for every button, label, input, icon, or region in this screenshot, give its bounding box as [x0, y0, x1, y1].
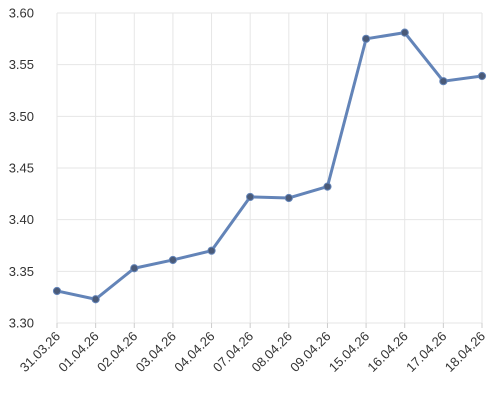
y-tick-label: 3.30 — [9, 316, 34, 331]
data-point[interactable] — [91, 295, 100, 304]
x-tick-label: 01.04.26 — [55, 329, 101, 375]
y-tick-label: 3.50 — [9, 109, 34, 124]
y-tick-label: 3.45 — [9, 161, 34, 176]
series-line — [55, 31, 484, 301]
y-tick-label: 3.35 — [9, 264, 34, 279]
data-point[interactable] — [439, 77, 448, 86]
data-point[interactable] — [361, 34, 371, 43]
data-point[interactable] — [477, 71, 487, 81]
x-tick-label: 16.04.26 — [364, 329, 410, 375]
x-tick-label: 15.04.26 — [326, 329, 372, 375]
data-point[interactable] — [246, 192, 255, 202]
x-tick-label: 17.04.26 — [403, 329, 449, 375]
x-tick-label: 08.04.26 — [249, 329, 295, 375]
y-tick-label: 3.40 — [9, 212, 34, 227]
x-tick-label: 18.04.26 — [442, 329, 488, 375]
y-axis-ticks: 3.30 3.35 3.40 3.45 3.50 3.55 3.60 — [9, 6, 34, 331]
x-tick-label: 04.04.26 — [171, 329, 217, 375]
grid — [56, 12, 483, 324]
y-tick-label: 3.60 — [9, 6, 34, 21]
x-tick-label: 31.03.26 — [17, 329, 63, 375]
x-tick-label: 02.04.26 — [94, 329, 140, 375]
x-tick-label: 03.04.26 — [133, 329, 179, 375]
y-tick-label: 3.55 — [9, 57, 34, 72]
data-point[interactable] — [52, 286, 62, 296]
series-layer — [52, 28, 487, 304]
x-axis-ticks: 31.03.2601.04.2602.04.2603.04.2604.04.26… — [17, 323, 488, 375]
data-point[interactable] — [400, 28, 409, 37]
x-tick-label: 07.04.26 — [210, 329, 256, 375]
data-point[interactable] — [130, 264, 139, 273]
x-tick-label: 09.04.26 — [287, 329, 333, 375]
data-point[interactable] — [168, 255, 178, 265]
data-point[interactable] — [323, 182, 332, 191]
data-point[interactable] — [284, 193, 293, 203]
data-point[interactable] — [207, 246, 216, 255]
